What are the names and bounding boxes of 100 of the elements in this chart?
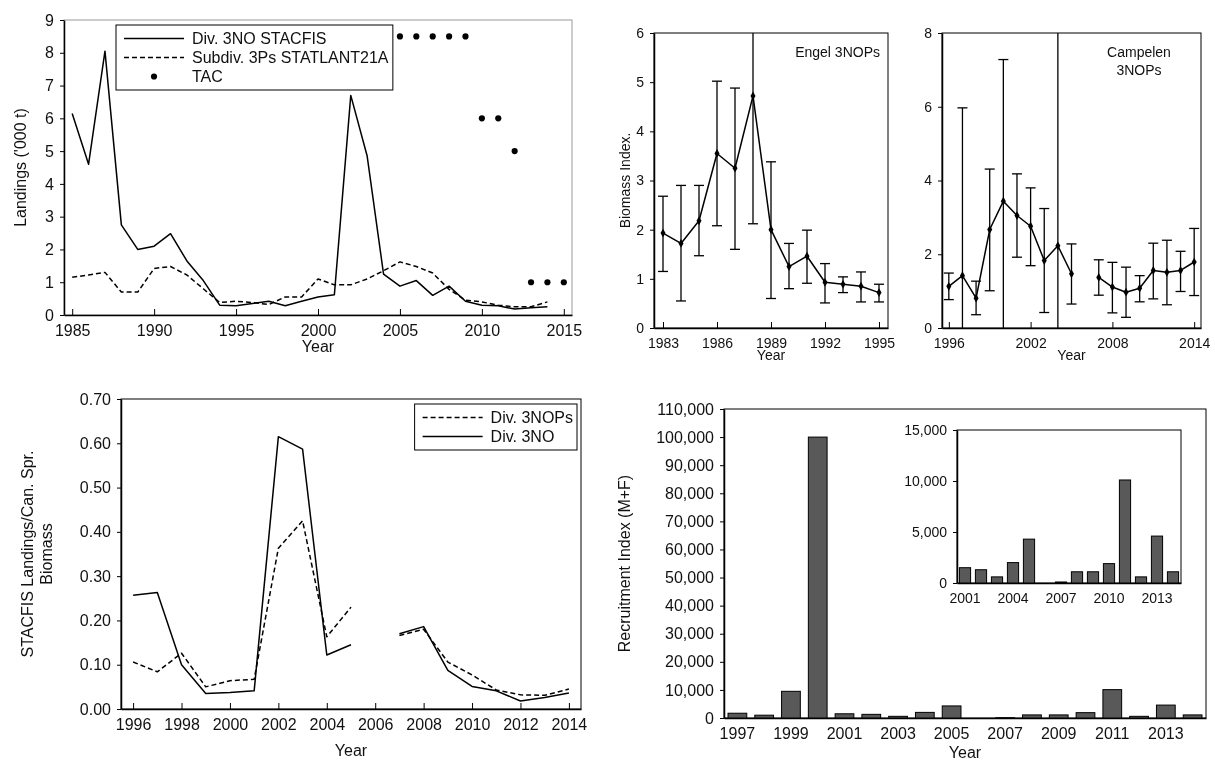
y-tick-label: 100,000 [656, 428, 715, 446]
x-tick-label: 2005 [382, 322, 419, 340]
x-tick-label: 2006 [357, 716, 394, 734]
y-axis-title: Biomass Index. [617, 132, 633, 229]
y-tick-label: 9 [45, 11, 55, 29]
y-tick-label: 0.70 [79, 390, 112, 408]
x-tick-label: 2010 [464, 322, 501, 340]
point [560, 279, 567, 286]
x-tick-label: 1996 [115, 716, 152, 734]
x-tick-label: 1992 [809, 334, 842, 351]
x-tick-label: 1999 [773, 725, 809, 743]
x-tick-label: 2004 [997, 589, 1029, 606]
y-tick-label: 0 [939, 574, 948, 591]
x-tick-label: 2002 [261, 716, 297, 734]
y-axis-title: Landings ('000 t) [12, 108, 29, 227]
point [511, 148, 518, 155]
point [544, 279, 551, 286]
y-tick-label: 15,000 [904, 421, 948, 438]
y-tick-label: 5 [636, 74, 645, 91]
x-tick-label: 2012 [503, 716, 539, 734]
y-tick-label: 10,000 [665, 681, 715, 699]
y-tick-label: 8 [924, 24, 933, 41]
point [527, 279, 535, 286]
point [446, 33, 453, 40]
y-tick-label: 1 [45, 273, 55, 291]
y-tick-label: 0.20 [79, 612, 112, 630]
x-tick-label: 1990 [136, 322, 173, 340]
x-tick-label: 2007 [1045, 589, 1077, 606]
y-tick-label: 0.00 [79, 700, 112, 718]
y-tick-label: 0 [924, 319, 933, 336]
y-tick-label: 30,000 [665, 625, 715, 643]
y-axis-title: Recruitment Index (M+F) [616, 474, 633, 653]
y-tick-label: 0.10 [79, 656, 112, 674]
y-tick-label: 7 [45, 77, 55, 95]
x-tick-label: 1995 [863, 334, 896, 351]
x-tick-label: 2009 [1040, 725, 1077, 743]
y-tick-label: 2 [636, 221, 645, 238]
y-tick-label: 4 [636, 123, 645, 140]
y-tick-label: 0 [636, 319, 645, 336]
x-tick-label: 2011 [1095, 725, 1130, 743]
x-tick-label: 1998 [164, 716, 200, 734]
y-tick-label: 0 [705, 709, 715, 727]
x-tick-label: 2010 [454, 716, 491, 734]
y-tick-label: 70,000 [665, 512, 715, 530]
y-tick-label: 6 [45, 109, 55, 127]
legend-label: Div. 3NOPs [490, 409, 573, 427]
x-tick-label: 2003 [880, 725, 916, 743]
legend-label: TAC [192, 68, 223, 86]
y-tick-label: 80,000 [665, 484, 715, 502]
x-tick-label: 2010 [1093, 589, 1125, 606]
x-tick-label: 2014 [551, 716, 588, 734]
y-tick-label: 2 [45, 241, 55, 259]
line-series [71, 50, 549, 310]
legend-label: Div. 3NO STACFIS [192, 30, 327, 48]
x-tick-label: 2004 [309, 716, 346, 734]
x-tick-label: 1983 [647, 334, 680, 351]
point [478, 115, 485, 122]
x-tick-label: 1996 [933, 334, 966, 351]
y-tick-label: 50,000 [665, 569, 715, 587]
x-axis-title: Year [1057, 347, 1086, 363]
x-tick-label: 1995 [218, 322, 255, 340]
point [495, 115, 502, 122]
x-tick-label: 1997 [719, 725, 756, 743]
y-tick-label: 0.60 [79, 434, 112, 452]
y-tick-label: 4 [924, 172, 933, 189]
y-tick-label: 2 [924, 246, 933, 263]
y-tick-label: 110,000 [657, 400, 715, 418]
y-tick-label: 20,000 [665, 653, 715, 671]
x-tick-label: 2013 [1141, 589, 1173, 606]
y-tick-label: 60,000 [665, 541, 715, 559]
y-tick-label: 5 [45, 142, 55, 160]
y-tick-label: 0.40 [79, 523, 112, 541]
x-tick-label: 2002 [1015, 334, 1047, 351]
x-tick-label: 2015 [546, 322, 583, 340]
legend-label: Div. 3NO [490, 428, 555, 446]
x-tick-label: 2001 [949, 589, 981, 606]
y-tick-label: 5,000 [911, 523, 948, 540]
y-tick-label: 8 [45, 44, 55, 62]
legend-label: Subdiv. 3Ps STATLANT21A [192, 49, 389, 67]
point [413, 33, 420, 40]
y-tick-label: 3 [45, 208, 55, 226]
y-tick-label: 4 [45, 175, 55, 193]
annotation: Engel 3NOPs [795, 44, 880, 60]
x-tick-label: 2000 [300, 322, 337, 340]
y-tick-label: 10,000 [904, 472, 948, 489]
x-axis-title: Year [948, 744, 982, 761]
x-tick-label: 2013 [1148, 725, 1184, 743]
y-tick-label: 40,000 [665, 597, 715, 615]
y-tick-label: 0.50 [79, 479, 112, 497]
y-tick-label: 1 [636, 270, 645, 287]
x-tick-label: 2008 [406, 716, 443, 734]
point [1068, 269, 1075, 279]
annotation: Campelen 3NOPs [1107, 44, 1171, 79]
y-axis-title: STACFIS Landings/Can. Spr. Biomass [18, 450, 55, 658]
point [429, 33, 436, 40]
x-tick-label: 1985 [54, 322, 91, 340]
y-tick-label: 0 [45, 306, 55, 324]
x-tick-label: 2007 [987, 725, 1024, 743]
x-tick-label: 2001 [826, 725, 863, 743]
y-tick-label: 90,000 [665, 456, 715, 474]
